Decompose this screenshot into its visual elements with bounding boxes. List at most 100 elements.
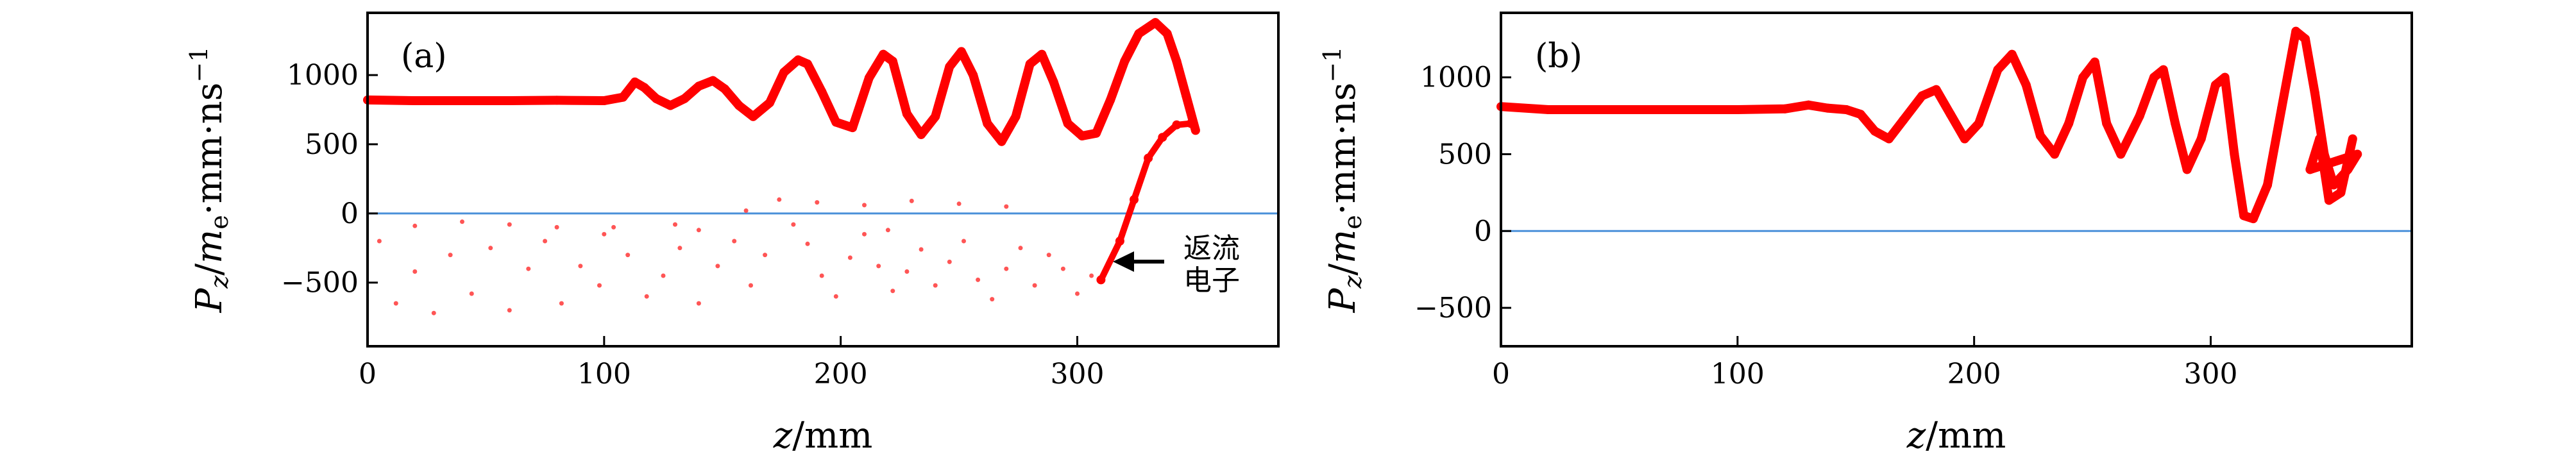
panel-b-point (2050, 149, 2060, 159)
panel-a-point (815, 200, 820, 205)
panel-a-point (720, 84, 729, 94)
panel-a-point (983, 119, 992, 128)
panel-a-point (1089, 273, 1094, 278)
panel-b-point (2329, 180, 2339, 190)
panel-a-point (904, 269, 910, 274)
panel-a-point (507, 222, 512, 227)
panel-b-point (1899, 115, 1908, 125)
panel-a-point (673, 222, 677, 227)
panel-a-x-tick-label: 0 (359, 358, 377, 390)
panel-b-point (2021, 80, 2031, 90)
panel-a-point (1032, 283, 1037, 288)
panel-a-point (1077, 131, 1087, 140)
panel-b-point (1638, 105, 1648, 114)
panel-b-point (2116, 149, 2126, 159)
panel-a-point (1092, 128, 1101, 138)
panel-a-label: (a) (401, 37, 447, 76)
panel-a-point (765, 98, 774, 108)
panel-a-point (505, 96, 514, 105)
panel-a-point (412, 223, 418, 228)
panel-a-point (956, 47, 966, 56)
panel-b-y-tick-label: 500 (1438, 138, 1492, 171)
panel-a-point (469, 291, 474, 296)
panel-b-point (2230, 149, 2239, 159)
panel-a-point (888, 56, 897, 66)
panel-a-point (793, 55, 803, 65)
panel-a-point (933, 283, 938, 288)
panel-a-point (1172, 120, 1182, 130)
panel-a-point (578, 264, 583, 269)
panel-a-point (779, 67, 789, 77)
panel-b-point (1960, 134, 1969, 144)
panel-b-y-tick-label: −500 (1414, 292, 1492, 324)
panel-a-y-tick-label: −500 (281, 267, 359, 299)
panel-a-point (602, 231, 607, 237)
panel-b-band-line (1500, 26, 2362, 224)
panel-a-point (625, 253, 631, 258)
panel-a-point (677, 246, 682, 251)
panel-b-point (2090, 57, 2099, 67)
panel-b-point (1543, 105, 1553, 114)
panel-a-point (847, 255, 852, 260)
panel-a-point (526, 266, 531, 271)
panel-a-point (1037, 49, 1047, 59)
panel-b-point (2305, 165, 2315, 174)
panel-a-point (599, 96, 609, 105)
panel-a-point (885, 228, 890, 233)
panel-a-series-1 (377, 197, 1094, 315)
panel-a-ticks: 0 100 200 300 −500 0 500 1000 (281, 59, 1104, 390)
panel-a-point (666, 101, 675, 110)
panel-a-point (377, 239, 382, 244)
panel-b-point (1591, 105, 1600, 114)
panel-a-point (969, 71, 978, 80)
panel-b-series-0 (1496, 26, 2362, 224)
panel-a-point (1134, 29, 1144, 38)
panel-a-point (694, 81, 704, 91)
panel-a-frame (366, 12, 1280, 348)
panel-a-point (817, 87, 827, 96)
panel-b-point (2007, 49, 2017, 59)
panel-a-point (902, 109, 911, 119)
panel-a-point (457, 96, 467, 105)
panel-a-point (644, 294, 649, 299)
panel-a-point (410, 96, 419, 105)
panel-b-point (1804, 100, 1813, 110)
annotation-arrow-head (1113, 251, 1134, 272)
panel-a-point (611, 224, 616, 230)
panel-a-point (763, 253, 768, 258)
panel-b-point (2239, 211, 2249, 221)
panel-a-point (412, 269, 418, 274)
panel-b-point (2343, 165, 2353, 174)
panel-a-point (997, 137, 1006, 146)
panel-a-point (962, 239, 966, 244)
panel-a-point (1115, 237, 1124, 246)
panel-a-point (1025, 59, 1035, 69)
panel-a-point (552, 96, 562, 105)
panel-a-point (862, 231, 867, 237)
panel-b-point (1733, 105, 1742, 114)
panel-b-x-axis-title: z/mm (1906, 415, 2006, 457)
panel-b-y-axis-title: Pz/me·mm·ns−1 (1318, 47, 1367, 314)
panel-a-point (777, 197, 782, 202)
backflow-electron-annotation: 返流 电子 (1113, 232, 1240, 297)
panel-b-point (2182, 165, 2192, 174)
panel-a-point (393, 301, 398, 306)
panel-a-point (460, 219, 464, 224)
panel-a-point (876, 264, 881, 269)
panel-a-point (1162, 29, 1172, 38)
panel-b-label: (b) (1535, 37, 1582, 76)
panel-b-point (2277, 103, 2287, 113)
panel-a-point (559, 301, 564, 306)
panel-a-x-tick-label: 300 (1051, 358, 1105, 390)
panel-b-point (2248, 214, 2258, 224)
panel-b-y-tick-label: 0 (1474, 215, 1492, 248)
panel-b-point (1823, 103, 1832, 113)
panel-a-y-axis-title: Pz/me·mm·ns−1 (185, 47, 233, 314)
panel-a-point (743, 208, 749, 213)
panel-a-point (431, 310, 436, 315)
panel-b-point (2149, 72, 2158, 82)
panel-b-point (2196, 134, 2206, 144)
panel-a-point (1096, 275, 1106, 285)
panel-a-point (1049, 77, 1058, 87)
